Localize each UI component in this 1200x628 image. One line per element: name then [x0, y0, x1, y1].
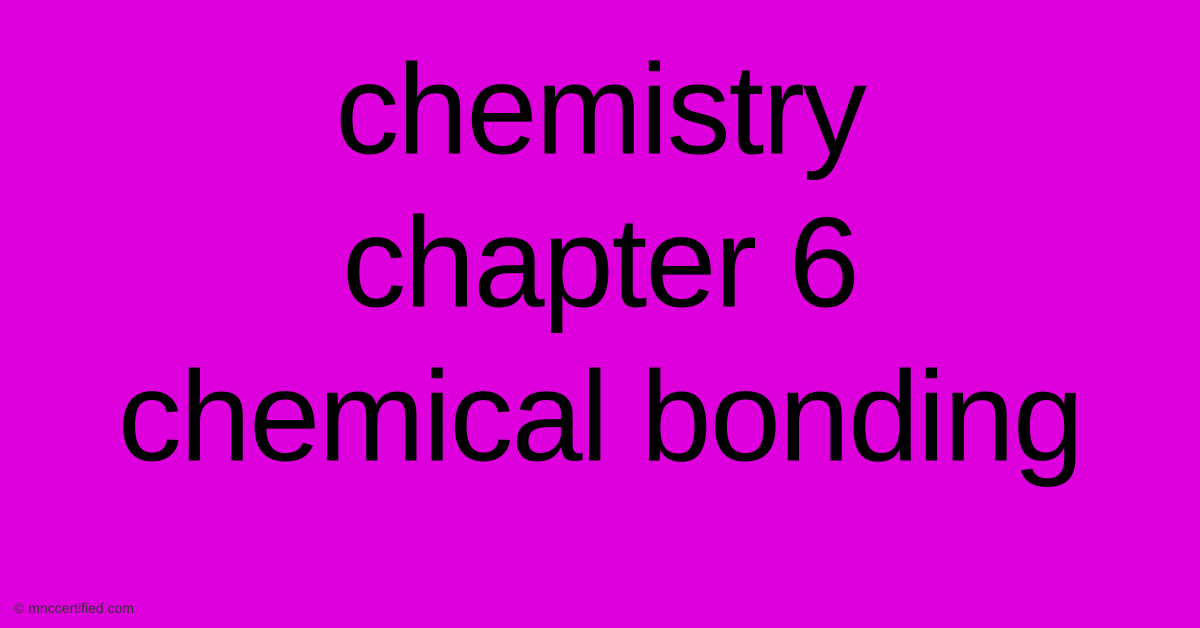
title-card: chemistry chapter 6 chemical bonding — [0, 33, 1200, 494]
title-line-2: chapter 6 — [0, 187, 1200, 341]
watermark-text: © mnccertified.com — [14, 600, 134, 616]
title-line-1: chemistry — [0, 33, 1200, 187]
title-line-3: chemical bonding — [0, 341, 1200, 495]
